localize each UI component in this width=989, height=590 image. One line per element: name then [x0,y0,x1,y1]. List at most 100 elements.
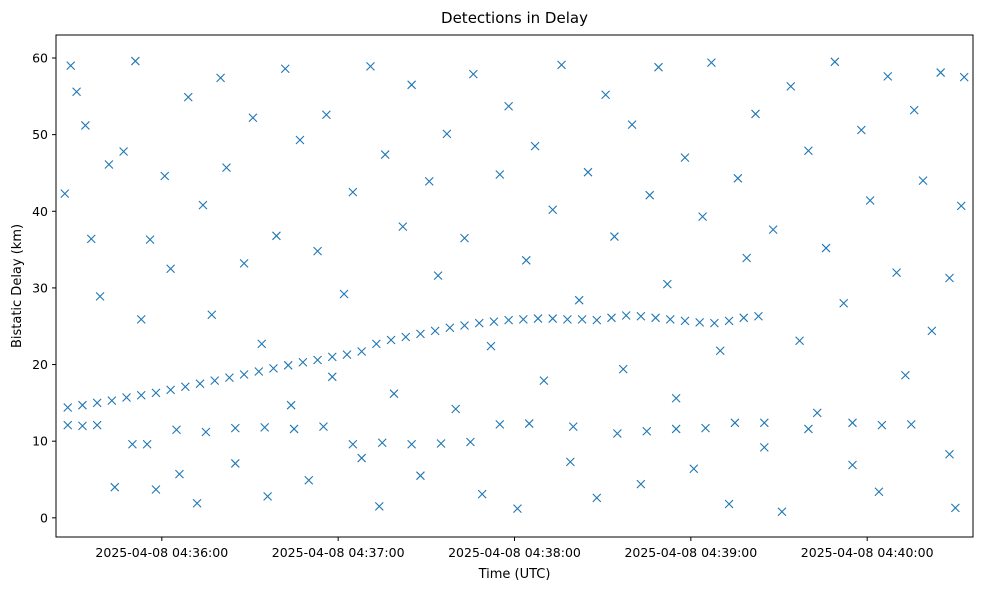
data-point [592,315,602,325]
data-point [495,419,505,429]
x-tick-label: 2025-04-08 04:36:00 [95,545,228,560]
data-point [513,504,522,514]
data-point [665,314,675,324]
data-point [183,92,193,102]
data-point [195,379,205,389]
data-point [654,62,663,72]
data-point [313,246,322,256]
data-point [489,317,499,327]
data-point [445,323,455,333]
data-point [777,507,787,517]
data-point [377,438,387,448]
data-point [151,485,161,494]
data-point [821,243,831,253]
data-point [959,72,969,82]
data-point [380,150,390,159]
data-point [671,393,681,403]
data-point [530,141,540,151]
data-point [327,352,337,362]
data-point [407,439,417,449]
data-point [327,372,337,382]
data-point [389,389,399,399]
data-point [568,422,578,432]
data-point [357,347,367,356]
data-point [92,420,102,430]
data-point [430,326,440,336]
data-point [466,437,475,447]
data-point [521,255,531,265]
data-point [563,314,572,324]
data-point [477,489,487,499]
data-point [883,71,893,81]
data-point [671,424,681,434]
x-tick-label: 2025-04-08 04:38:00 [448,545,581,560]
data-point [407,80,417,90]
data-point [901,370,910,380]
data-point [621,311,631,320]
data-point [263,491,273,501]
x-tick-label: 2025-04-08 04:39:00 [624,545,757,560]
y-tick-label: 0 [40,510,48,525]
data-point [104,160,114,169]
data-point [610,232,619,241]
data-point [754,311,763,321]
data-point [401,332,411,342]
data-point [230,423,240,433]
data-point [636,479,646,489]
data-point [680,153,690,163]
data-point [724,499,734,509]
data-point [357,453,367,463]
data-point [651,313,660,323]
data-point [607,313,616,323]
data-point [812,408,822,418]
data-point [612,429,622,438]
data-point [260,423,270,432]
data-point [172,425,181,435]
y-tick-label: 30 [32,280,48,295]
data-point [751,109,760,119]
data-point [733,173,743,183]
data-point [304,475,314,485]
data-point [577,314,587,324]
data-point [151,388,161,398]
data-point [524,419,534,428]
data-point [574,295,584,305]
data-point [239,370,249,379]
data-point [689,464,699,474]
data-point [918,176,928,186]
data-point [201,427,211,437]
data-point [759,442,769,452]
y-tick-label: 60 [32,50,48,65]
data-point [239,259,249,268]
data-point [222,163,231,172]
data-point [192,498,202,508]
data-point [460,233,469,243]
data-point [272,231,281,241]
data-point [322,110,331,120]
data-point [92,398,102,408]
data-point [142,439,152,449]
x-tick-label: 2025-04-08 04:37:00 [272,545,405,560]
data-point [348,439,358,449]
data-point [416,471,425,481]
data-point [269,364,278,373]
data-point [451,404,461,414]
data-point [339,289,349,299]
data-point [468,69,478,79]
data-point [927,326,937,336]
data-point [66,61,76,71]
data-point [680,316,690,326]
data-point [175,469,184,479]
data-point [122,393,131,402]
data-point [592,493,602,503]
data-point [945,273,954,283]
data-point [225,373,234,382]
data-point [257,339,267,349]
data-point [548,205,558,215]
data-point [298,357,308,367]
y-axis-ticks: 0 10 20 30 40 50 60 [32,50,56,525]
data-point [936,68,946,77]
data-point [60,189,70,199]
